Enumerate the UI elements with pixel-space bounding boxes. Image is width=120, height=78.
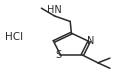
Text: S: S [56,50,62,60]
Text: HN: HN [47,5,61,15]
Text: HCl: HCl [5,32,24,42]
Text: N: N [87,36,94,46]
